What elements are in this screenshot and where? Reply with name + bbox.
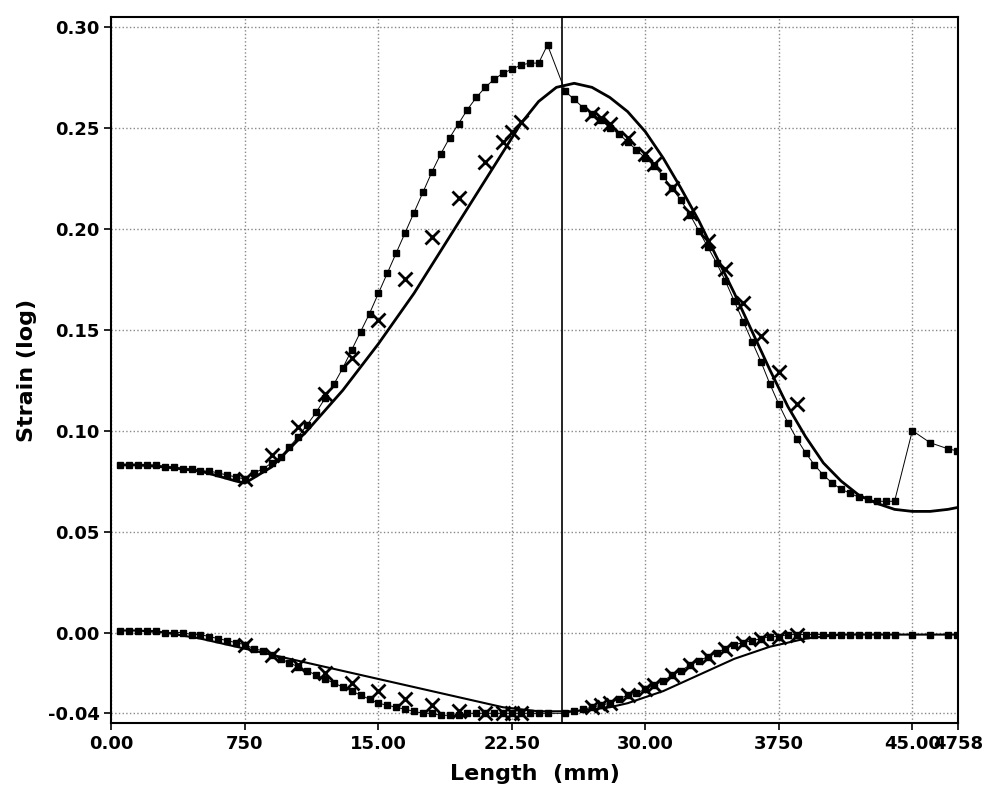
X-axis label: Length  (mm): Length (mm) [450, 764, 620, 784]
Y-axis label: Strain (log): Strain (log) [17, 299, 37, 441]
